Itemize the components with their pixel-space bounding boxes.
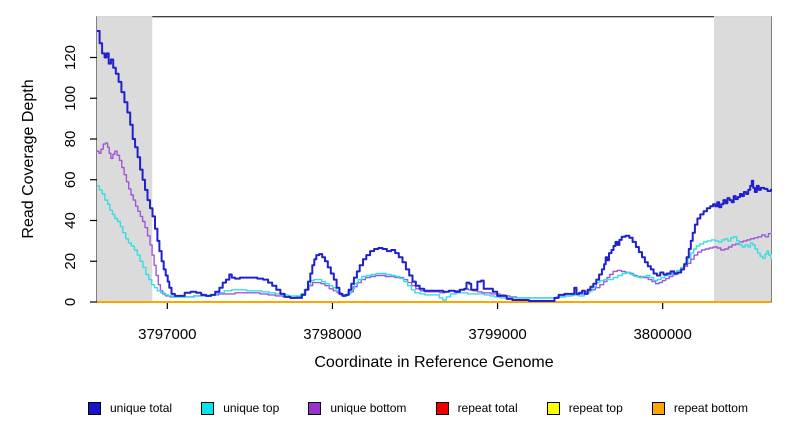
legend-swatch-unique-top <box>201 401 215 415</box>
x-tick-label: 3798000 <box>303 326 361 343</box>
y-tick-label: 20 <box>62 253 79 270</box>
shaded-region <box>97 16 153 303</box>
y-axis-title: Read Coverage Depth <box>20 79 37 239</box>
x-axis-title: Coordinate in Reference Genome <box>314 354 554 371</box>
y-tick-label: 60 <box>62 171 79 188</box>
legend-item-repeat-bottom: repeat bottom <box>651 401 748 415</box>
x-tick-label: 3800000 <box>633 326 691 343</box>
series-unique-top <box>97 185 772 301</box>
y-tick-label: 40 <box>62 212 79 229</box>
legend-item-repeat-top: repeat top <box>546 401 623 415</box>
legend-swatch-unique-bottom <box>308 401 322 415</box>
legend-item-unique-bottom: unique bottom <box>308 401 406 415</box>
legend-item-unique-total: unique total <box>88 401 172 415</box>
legend-swatch-repeat-bottom <box>651 401 665 415</box>
series-unique-total <box>97 30 772 302</box>
shaded-region <box>714 16 771 303</box>
legend-label: repeat total <box>457 401 518 415</box>
plot-box <box>96 16 772 303</box>
legend-swatch-unique-total <box>88 401 101 415</box>
x-tick-label: 3797000 <box>138 326 196 343</box>
y-tick-label: 0 <box>62 298 79 306</box>
legend-swatch-repeat-total <box>435 401 449 415</box>
y-tick-label: 100 <box>62 86 79 111</box>
legend: unique total unique top unique bottom repea… <box>88 400 748 416</box>
y-tick-label: 80 <box>62 131 79 148</box>
legend-label: repeat bottom <box>673 401 748 415</box>
legend-label: unique bottom <box>330 401 407 415</box>
x-tick-label: 3799000 <box>468 326 526 343</box>
legend-label: unique total <box>110 401 173 415</box>
legend-label: repeat top <box>568 401 623 415</box>
legend-label: unique top <box>223 401 280 415</box>
legend-swatch-repeat-top <box>546 401 560 415</box>
legend-item-repeat-total: repeat total <box>435 401 518 415</box>
legend-item-unique-top: unique top <box>201 401 279 415</box>
y-tick-label: 120 <box>62 45 79 70</box>
